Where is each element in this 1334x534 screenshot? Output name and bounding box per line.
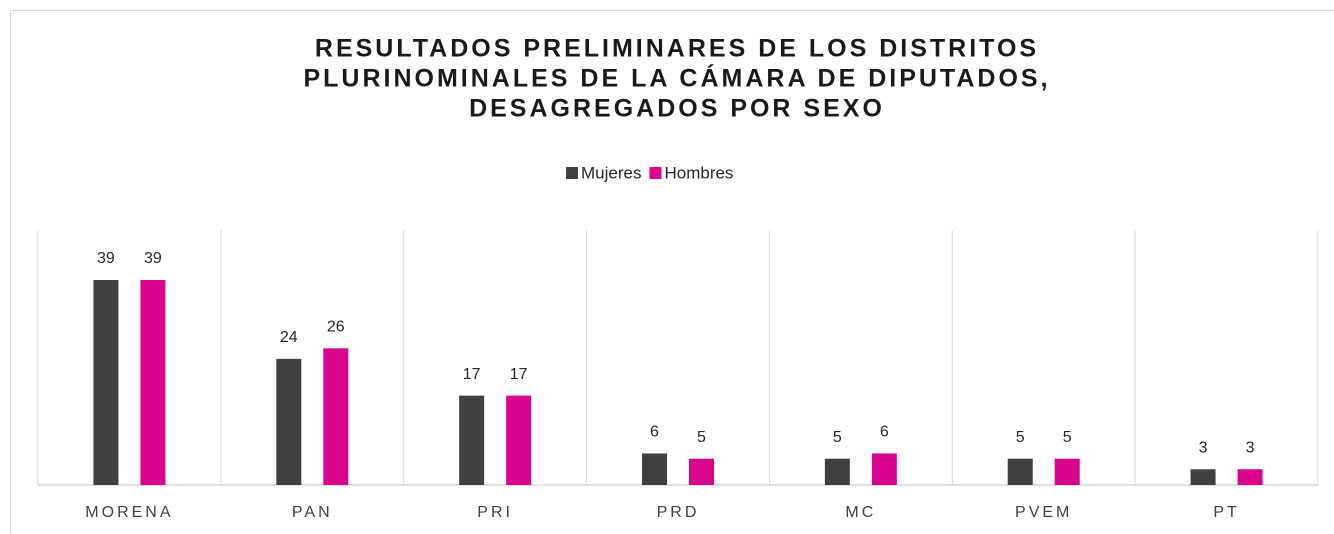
legend-swatch <box>649 167 662 179</box>
data-label: 6 <box>880 424 889 441</box>
data-label: 24 <box>280 329 298 346</box>
data-label: 39 <box>97 250 115 267</box>
data-label: 39 <box>144 250 162 267</box>
bar <box>140 280 166 485</box>
data-label: 17 <box>510 366 528 383</box>
x-tick-label: MC <box>845 504 876 521</box>
bar <box>1237 469 1263 485</box>
bar <box>459 395 485 485</box>
bar <box>276 358 302 485</box>
bar <box>1190 469 1216 485</box>
data-label: 17 <box>463 366 481 383</box>
chart-title: RESULTADOS PRELIMINARES DE LOS DISTRITOS <box>315 35 1039 63</box>
chart-title: PLURINOMINALES DE LA CÁMARA DE DIPUTADOS… <box>303 64 1050 93</box>
bar <box>824 458 850 485</box>
data-label: 5 <box>1016 429 1025 446</box>
x-tick-label: PVEM <box>1015 504 1072 521</box>
data-label: 26 <box>327 319 345 336</box>
bar <box>1054 458 1080 485</box>
legend-label: Hombres <box>664 163 733 182</box>
data-label: 5 <box>833 429 842 446</box>
data-label: 5 <box>1063 429 1072 446</box>
bar <box>323 348 349 485</box>
chart-frame <box>10 10 1334 534</box>
x-tick-label: PRD <box>657 504 700 521</box>
bar <box>1007 458 1033 485</box>
bar <box>642 453 667 485</box>
data-label: 6 <box>650 424 659 441</box>
x-tick-label: PRI <box>477 504 513 521</box>
data-label: 3 <box>1246 439 1255 456</box>
chart-title: DESAGREGADOS POR SEXO <box>469 95 885 123</box>
x-tick-label: MORENA <box>85 504 173 521</box>
bar <box>506 395 532 485</box>
bar <box>689 458 714 485</box>
legend-label: Mujeres <box>581 163 641 182</box>
data-label: 3 <box>1199 439 1208 456</box>
x-tick-label: PAN <box>292 504 333 521</box>
data-label: 5 <box>697 429 706 446</box>
legend-swatch <box>566 167 578 179</box>
bar <box>871 453 897 485</box>
x-tick-label: PT <box>1213 504 1239 521</box>
bar <box>93 280 119 485</box>
